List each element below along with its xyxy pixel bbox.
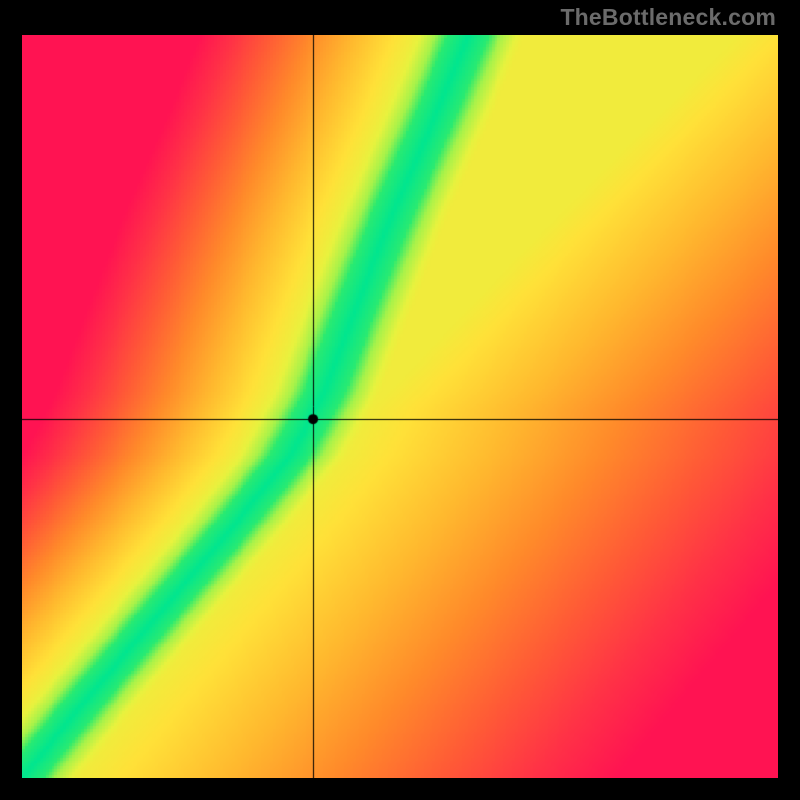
root-container: { "watermark": { "text": "TheBottleneck.…: [0, 0, 800, 800]
watermark-text: TheBottleneck.com: [560, 4, 776, 31]
bottleneck-heatmap: [22, 35, 778, 778]
